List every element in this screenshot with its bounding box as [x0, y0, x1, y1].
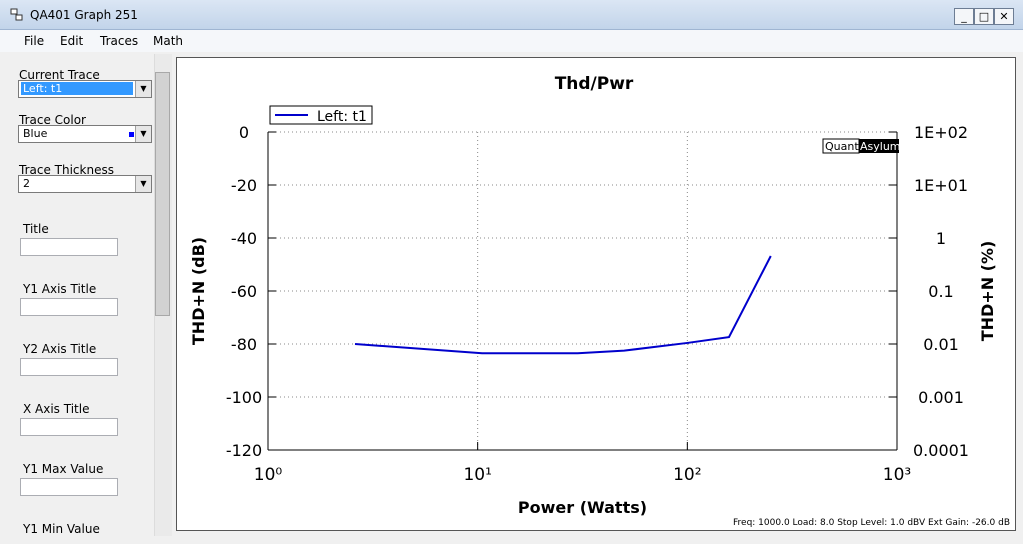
x-tick-label: 10⁰: [254, 465, 283, 485]
dropdown-value: Left: t1: [21, 82, 133, 95]
text-box[interactable]: [20, 358, 118, 376]
footer-info: Freq: 1000.0 Load: 8.0 Stop Level: 1.0 d…: [733, 518, 1010, 528]
y-tick-label: -20: [231, 176, 257, 195]
dropdown-arrow[interactable]: ▼: [135, 126, 151, 142]
y2-tick-label: 1: [936, 229, 946, 248]
title-bar: QA401 Graph 251 _ □ ✕: [0, 0, 1023, 30]
y2-tick-label: 1E+02: [914, 123, 968, 142]
text-box[interactable]: [20, 238, 118, 256]
dropdown-arrow[interactable]: ▼: [135, 176, 151, 192]
x-axis-title: Power (Watts): [518, 498, 647, 517]
y2-tick-label: 0.1: [928, 282, 953, 301]
dropdown[interactable]: Blue ▼: [18, 125, 152, 143]
dropdown-value: Blue: [23, 127, 48, 140]
menu-item[interactable]: Math: [153, 34, 184, 48]
text-box[interactable]: [20, 298, 118, 316]
trace-line: [354, 255, 772, 355]
menu-item[interactable]: Edit: [60, 34, 84, 48]
field-label: Y2 Axis Title: [23, 342, 97, 356]
y-tick-label: -60: [231, 282, 257, 301]
field-label: Trace Thickness: [19, 163, 114, 177]
legend-label: Left: t1: [317, 109, 367, 125]
y2-tick-label: 0.01: [923, 335, 959, 354]
watermark-box: [859, 139, 899, 153]
y2-tick-label: 0.0001: [913, 441, 969, 460]
field-label: Title: [23, 222, 49, 236]
x-tick-label: 10¹: [463, 465, 491, 485]
color-swatch: [129, 132, 134, 137]
field-label: Y1 Axis Title: [23, 282, 97, 296]
menu-item[interactable]: File: [24, 34, 45, 48]
field-label: Y1 Max Value: [23, 462, 104, 476]
chart: Thd/Pwr0-20-40-60-80-100-1201E+021E+0110…: [176, 57, 1016, 531]
y2-tick-label: 0.001: [918, 388, 964, 407]
legend-box: [269, 105, 373, 125]
chart-title: Thd/Pwr: [555, 74, 634, 94]
dropdown-arrow[interactable]: ▼: [135, 81, 151, 97]
field-label: Trace Color: [19, 113, 86, 127]
y-tick-label: 0: [239, 123, 249, 142]
field-label: Current Trace: [19, 68, 100, 82]
text-box[interactable]: [20, 478, 118, 496]
chart-frame: [176, 57, 1016, 531]
y-axis-title: THD+N (dB): [189, 237, 208, 345]
dropdown[interactable]: 2 ▼: [18, 175, 152, 193]
dropdown-value: 2: [23, 177, 30, 190]
field-label: Y1 Min Value: [23, 522, 100, 536]
minimize-button[interactable]: _: [954, 8, 974, 25]
x-tick-label: 10³: [883, 465, 911, 485]
y-tick-label: -40: [231, 229, 257, 248]
close-button[interactable]: ✕: [994, 8, 1014, 25]
field-label: X Axis Title: [23, 402, 90, 416]
y-tick-label: -100: [226, 388, 262, 407]
y-tick-label: -80: [231, 335, 257, 354]
dropdown[interactable]: Left: t1 ▼: [18, 80, 152, 98]
y2-axis-title: THD+N (%): [978, 241, 997, 342]
text-box[interactable]: [20, 418, 118, 436]
menu-bar: [0, 30, 1023, 52]
y-tick-label: -120: [226, 441, 262, 460]
maximize-button[interactable]: □: [974, 8, 994, 25]
scroll-thumb[interactable]: [155, 72, 170, 316]
app-icon: [10, 8, 23, 21]
sidebar: Current Trace Left: t1 ▼ Trace Color Blue ▼ Tr…: [0, 54, 172, 536]
watermark-text: Asylum: [860, 140, 901, 153]
window-title: QA401 Graph 251: [30, 8, 138, 22]
watermark-text: Quant: [825, 140, 859, 153]
y2-tick-label: 1E+01: [914, 176, 968, 195]
x-tick-label: 10²: [673, 465, 701, 485]
menu-item[interactable]: Traces: [100, 34, 139, 48]
